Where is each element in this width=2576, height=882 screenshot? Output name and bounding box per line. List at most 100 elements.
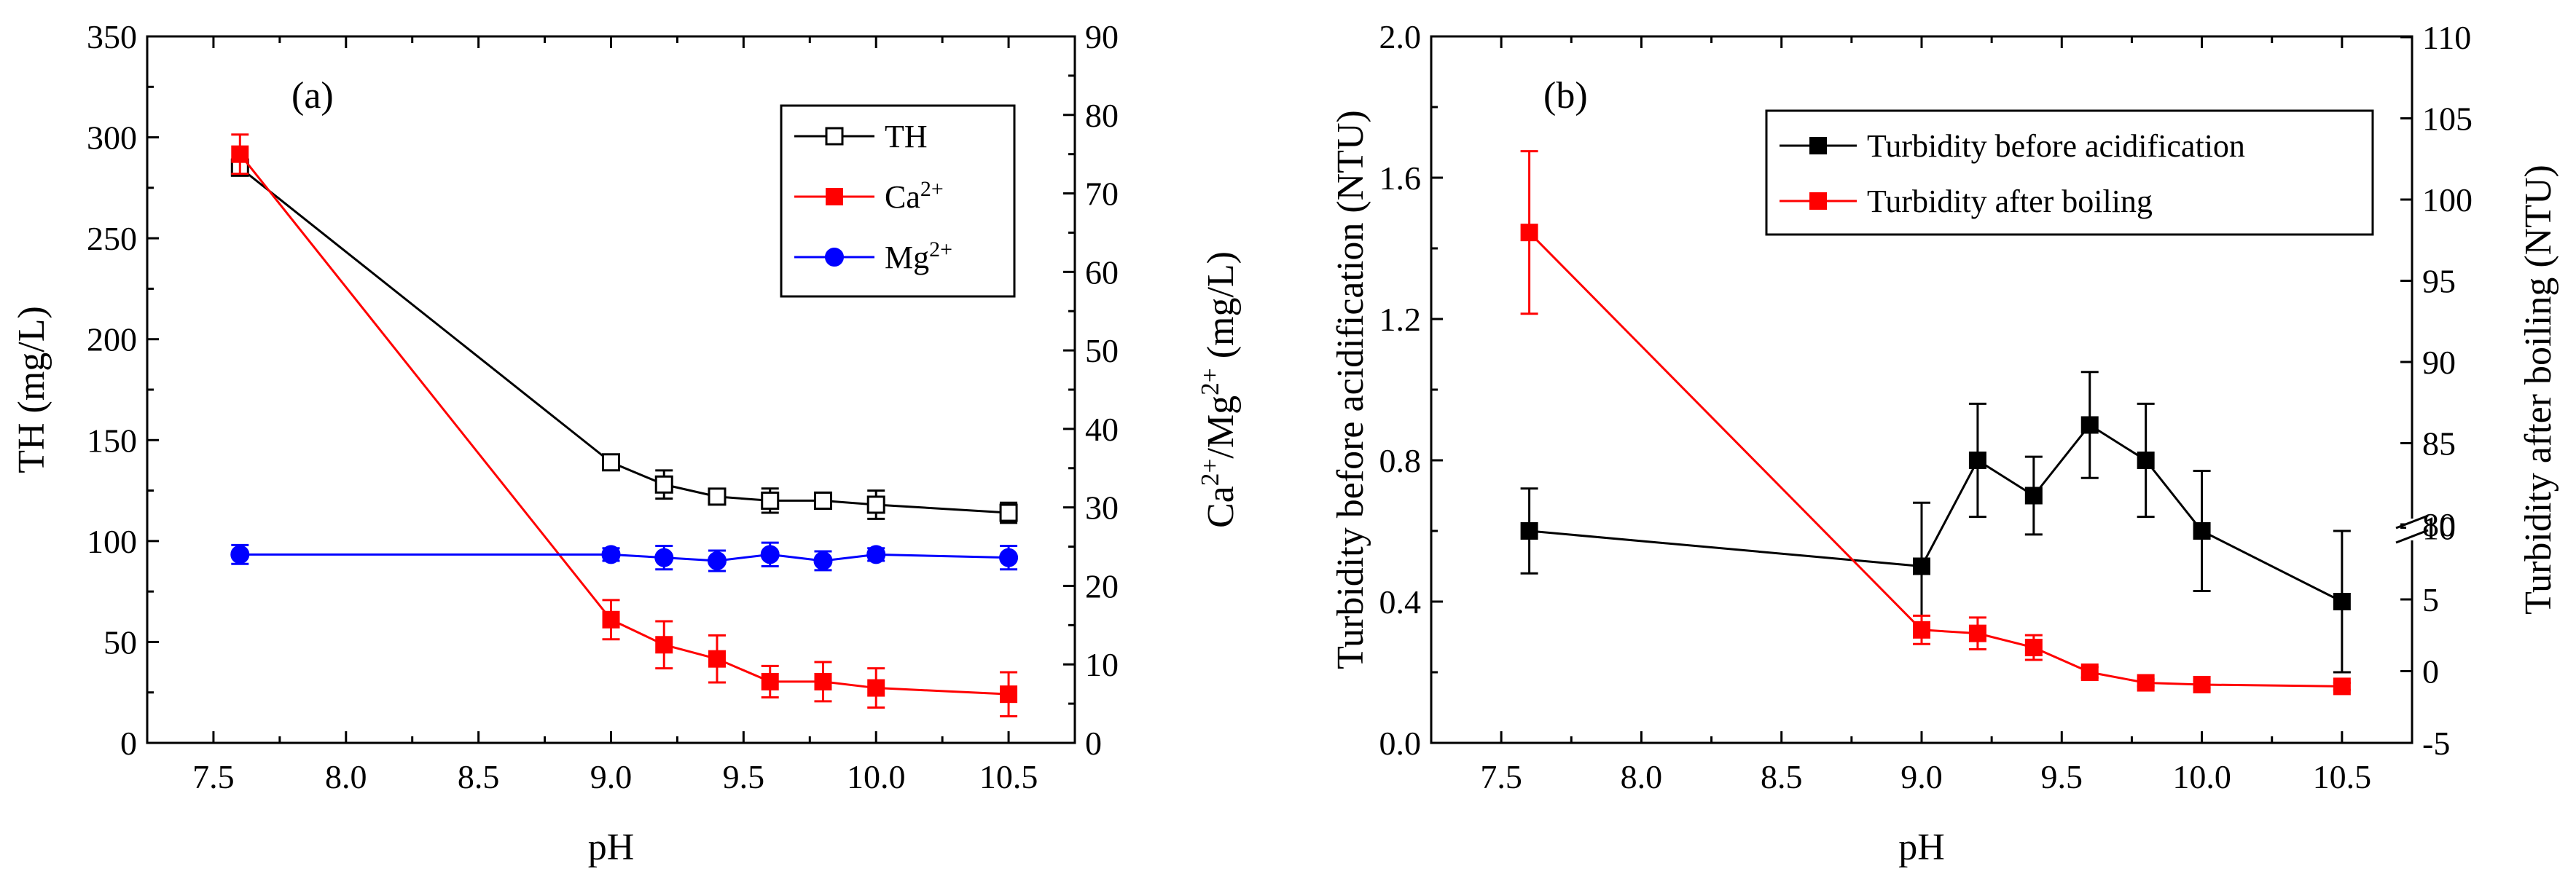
b-s0-point: [2024, 487, 2043, 505]
x-tick-label: 10.0: [2172, 758, 2231, 795]
a-s2-line: [240, 553, 1009, 562]
y-right-tick-label: 110: [2422, 19, 2471, 56]
a-s2-point: [230, 545, 250, 564]
y-left-tick-label: 100: [87, 523, 137, 560]
y-left-tick-label: 0.4: [1379, 583, 1422, 621]
x-tick-label: 9.0: [590, 758, 633, 795]
axis-break-mark: [2395, 514, 2429, 529]
panel-b-chart: 7.5 8.0 8.5 9.0 9.5 10.0 10.5 0.0 0.4 0.8 1.2 1.6 2.…: [1330, 18, 2559, 868]
y-left-tick-label: 0: [120, 725, 137, 762]
b-s0-point: [1520, 522, 1538, 540]
y-right-tick-label: 80: [1085, 97, 1119, 134]
legend-marker: [825, 127, 844, 146]
y-right-tick-label: 105: [2422, 101, 2473, 138]
b-s0-series: [1520, 371, 2351, 674]
y-left-tick-label: 250: [87, 220, 137, 257]
y-left-tick-label: 1.6: [1379, 160, 1422, 197]
y-right-tick-label: 20: [1085, 567, 1119, 605]
y-right-tick-label: 0: [2422, 653, 2439, 690]
b-s1-point: [1968, 624, 1986, 642]
y-right-tick-label: 100: [2422, 181, 2473, 218]
legend-label: Ca2+: [885, 177, 944, 216]
a-s2-point: [707, 551, 727, 570]
panel-label: (b): [1543, 75, 1588, 117]
a-s0-point: [602, 453, 620, 472]
y-left-tick-label: 1.2: [1379, 301, 1422, 338]
y-left-tick-label: 150: [87, 422, 137, 459]
a-s1-point: [231, 145, 249, 163]
y-left-tick-label: 0.8: [1379, 442, 1422, 479]
panel-label: (a): [291, 75, 334, 117]
b-s1-series: [1520, 150, 2351, 696]
x-tick-label: 9.5: [723, 758, 765, 795]
y-right-tick-label: 90: [1085, 18, 1119, 55]
y-right-axis-label: Ca2+/Mg2+ (mg/L): [1195, 251, 1242, 528]
b-s0-point: [1968, 452, 1986, 469]
a-s1-point: [867, 679, 885, 697]
x-tick-label: 7.5: [1480, 758, 1522, 795]
a-s2-point: [866, 545, 886, 564]
y-right-tick-label: 10: [1085, 646, 1119, 683]
a-s0-point: [761, 491, 780, 510]
legend-marker: [1809, 137, 1827, 154]
x-tick-label: 7.5: [192, 758, 235, 795]
a-s2-point: [999, 548, 1019, 567]
legend-label: Turbidity before acidification: [1867, 128, 2245, 164]
a-s1-series: [231, 133, 1018, 717]
y-left-tick-label: 300: [87, 119, 137, 157]
a-s1-point: [655, 636, 673, 654]
b-s1-point: [1913, 621, 1930, 639]
y-right-tick-label: 50: [1085, 332, 1119, 369]
a-s2-point: [813, 551, 833, 570]
b-s0-point: [2080, 416, 2099, 434]
y-right-tick-label: 5: [2422, 581, 2439, 618]
legend-label: Mg2+: [885, 237, 952, 276]
b-s1-point: [2193, 675, 2211, 693]
y-left-tick-label: 50: [103, 623, 137, 661]
y-left-tick-label: 0.0: [1379, 725, 1422, 762]
a-s2-series: [230, 541, 1019, 572]
y-left-axis-label: Turbidity before acidification (NTU): [1330, 110, 1371, 669]
legend: Turbidity before acidification Turbidity …: [1765, 109, 2374, 236]
axis-break-mark: [2395, 529, 2429, 544]
y-right-tick-label: 95: [2422, 263, 2456, 300]
a-s2-point: [760, 545, 780, 564]
y-right-tick-label: 70: [1085, 176, 1119, 213]
y-right-tick-label: 0: [1085, 725, 1102, 762]
x-tick-label: 8.0: [1621, 758, 1663, 795]
a-s0-point: [999, 503, 1018, 522]
b-s1-line: [1528, 232, 2342, 688]
y-right-tick-label: 60: [1085, 253, 1119, 291]
x-tick-label: 10.0: [847, 758, 906, 795]
y-right-axis-label: Turbidity after boiling (NTU): [2518, 165, 2559, 615]
legend-marker: [826, 188, 843, 205]
y-right-tick-label: -5: [2422, 725, 2450, 762]
panel-a-chart: 7.5 8.0 8.5 9.0 9.5 10.0 10.505010015020025030…: [11, 18, 1242, 868]
y-left-tick-label: 200: [87, 321, 137, 358]
y-left-tick-label: 2.0: [1379, 18, 1422, 55]
a-s1-line: [239, 153, 1009, 696]
y-right-tick-label: 30: [1085, 489, 1119, 527]
x-axis-label: pH: [588, 827, 635, 868]
b-s1-point: [2333, 677, 2351, 696]
legend: TH Ca2+ Mg2+: [780, 104, 1016, 298]
a-s0-point: [813, 491, 832, 510]
x-tick-label: 10.5: [979, 758, 1038, 795]
a-s0-series: [230, 158, 1018, 524]
a-s0-point: [654, 475, 673, 494]
y-right-tick-label: 40: [1085, 411, 1119, 448]
a-s2-point: [601, 545, 621, 564]
x-tick-label: 8.5: [1761, 758, 1803, 795]
a-s2-point: [654, 548, 674, 567]
b-s0-point: [2137, 452, 2155, 469]
a-s1-point: [761, 672, 779, 690]
x-tick-label: 9.5: [2041, 758, 2083, 795]
a-s1-point: [602, 610, 620, 629]
a-s1-point: [708, 650, 726, 668]
a-s1-point: [1000, 685, 1018, 704]
b-s0-point: [2193, 522, 2211, 540]
b-s1-point: [2137, 674, 2155, 692]
x-tick-label: 10.5: [2313, 758, 2372, 795]
x-tick-label: 9.0: [1900, 758, 1943, 795]
b-s0-point: [2333, 593, 2351, 610]
